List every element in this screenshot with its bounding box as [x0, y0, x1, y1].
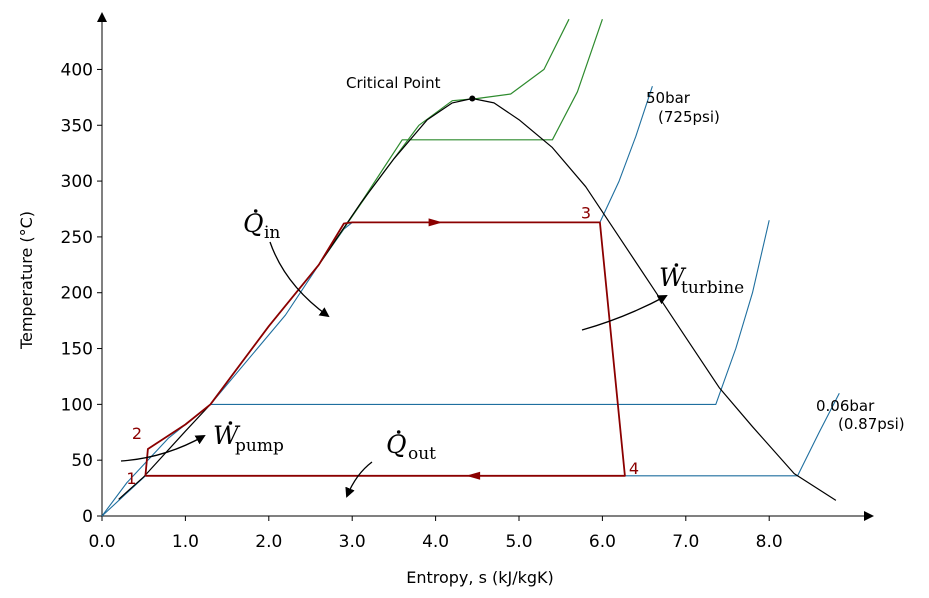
y-ticks: 0 50 100 150 200 250 300 350 400	[61, 60, 102, 527]
y-axis-arrow	[97, 12, 107, 22]
q-out-subscript: out	[408, 444, 436, 464]
y-tick-label: 400	[61, 60, 93, 80]
state-point-2-label: 2	[132, 424, 142, 443]
x-tick-label: 7.0	[672, 532, 699, 552]
state-point-3-label: 3	[581, 203, 591, 222]
q-out-arrow	[345, 461, 373, 498]
q-out-symbol: Q	[386, 430, 407, 459]
x-tick-label: 3.0	[339, 532, 366, 552]
low-pressure-label: 0.06bar	[816, 397, 875, 415]
q-in-subscript: in	[264, 223, 280, 243]
y-tick-label: 150	[61, 340, 93, 360]
critical-point-dot	[469, 95, 476, 102]
y-tick-label: 100	[61, 395, 93, 415]
isobar-line-blue	[101, 392, 840, 517]
isobar-line-blue	[101, 220, 770, 517]
rankine-cycle-line	[144, 221, 626, 477]
q-out-dot	[396, 430, 401, 434]
state-point-4-label: 4	[629, 459, 639, 478]
q-in-arrow	[269, 241, 330, 318]
isobar-line-green	[318, 19, 603, 266]
critical-point-label: Critical Point	[346, 74, 441, 92]
low-pressure-psi-label: (0.87psi)	[838, 415, 905, 433]
w-pump-arrow	[120, 435, 206, 462]
y-tick-label: 0	[82, 507, 93, 527]
w-turbine-subscript: turbine	[681, 278, 744, 298]
x-tick-label: 6.0	[589, 532, 616, 552]
x-tick-label: 8.0	[756, 532, 783, 552]
high-pressure-label: 50bar	[646, 89, 691, 107]
y-tick-label: 200	[61, 284, 93, 304]
w-turbine-arrow	[581, 295, 668, 331]
x-tick-label: 4.0	[422, 532, 449, 552]
x-axis-arrow	[864, 511, 874, 521]
y-tick-label: 250	[61, 228, 93, 248]
markers	[428, 218, 481, 480]
w-turbine-dot	[674, 263, 679, 267]
w-pump-dot	[228, 421, 233, 425]
x-axis-label: Entropy, s (kJ/kgK)	[406, 568, 554, 587]
state-points: 1 2 3 4	[126, 203, 639, 487]
high-pressure-psi-label: (725psi)	[658, 108, 720, 126]
q-in-dot	[253, 209, 258, 213]
x-tick-label: 1.0	[172, 532, 199, 552]
heat-addition-direction-marker	[428, 218, 443, 227]
x-tick-label: 5.0	[505, 532, 532, 552]
w-pump-subscript: pump	[235, 436, 284, 456]
heat-rejection-direction-marker	[466, 471, 481, 480]
isobar-line-blue	[209, 86, 653, 405]
q-in-symbol: Q	[243, 209, 264, 238]
w-pump-annotation: W pump	[120, 421, 284, 462]
y-tick-label: 300	[61, 172, 93, 192]
y-tick-label: 50	[71, 451, 93, 471]
q-out-annotation: Q out	[345, 430, 436, 498]
x-ticks: 0.0 1.0 2.0 3.0 4.0 5.0 6.0 7.0 8.0	[88, 516, 783, 552]
x-tick-label: 0.0	[88, 532, 115, 552]
w-turbine-symbol: W	[659, 263, 687, 292]
y-tick-label: 350	[61, 116, 93, 136]
q-in-annotation: Q in	[243, 209, 330, 318]
w-pump-symbol: W	[213, 421, 241, 450]
x-tick-label: 2.0	[255, 532, 282, 552]
curves	[101, 18, 840, 517]
y-axis-label: Temperature (°C)	[17, 211, 36, 350]
isobar-line-green	[318, 18, 570, 266]
state-point-1-label: 1	[126, 469, 136, 488]
w-turbine-annotation: W turbine	[581, 263, 744, 331]
